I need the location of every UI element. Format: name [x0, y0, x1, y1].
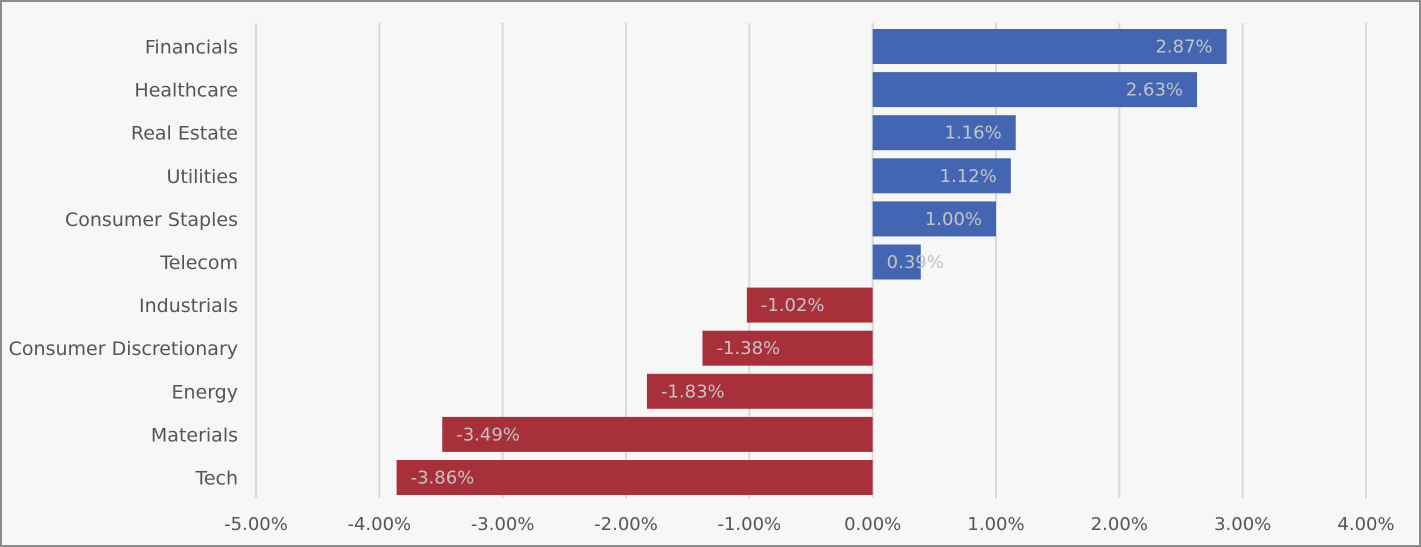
category-labels: Financials Healthcare Real Estate Utilities… [9, 37, 238, 490]
bar-positive [872, 72, 1198, 108]
bar-positive [872, 158, 1011, 194]
bar-negative [646, 373, 873, 409]
x-tick-label: -4.00% [347, 514, 411, 535]
category-label: Consumer Discretionary [9, 338, 238, 360]
x-tick-label: 2.00% [1091, 514, 1148, 535]
x-tick-label: -2.00% [594, 514, 658, 535]
data-label: -3.49% [456, 424, 520, 445]
category-label: Healthcare [134, 80, 238, 102]
bar-negative [396, 460, 873, 495]
category-label: Consumer Staples [65, 209, 238, 231]
x-axis-tick-labels: -5.00% -4.00% -3.00% -2.00% -1.00% 0.00% 1.00%… [224, 514, 1394, 535]
data-labels: 2.87% 2.63% 1.16% 1.12% 1.00% 0.39% -1.02% -1.3… [411, 37, 1213, 489]
data-label: 1.16% [945, 123, 1002, 144]
category-label: Industrials [139, 295, 238, 317]
bar-negative [746, 287, 873, 323]
bars [396, 29, 1227, 495]
data-label: -1.38% [716, 338, 780, 359]
x-tick-label: 3.00% [1214, 514, 1271, 535]
bar-negative [442, 416, 873, 452]
category-label: Utilities [166, 166, 238, 188]
x-tick-label: -3.00% [471, 514, 535, 535]
data-label: 2.63% [1126, 80, 1183, 101]
x-tick-label: 1.00% [967, 514, 1024, 535]
category-label: Materials [151, 424, 238, 446]
data-label: 1.00% [925, 209, 982, 230]
bar-positive [872, 29, 1227, 64]
data-label: 0.39% [887, 252, 944, 273]
x-tick-label: -5.00% [224, 514, 288, 535]
bar-positive [872, 244, 921, 280]
category-label: Telecom [159, 252, 238, 274]
category-label: Real Estate [131, 123, 238, 145]
category-label: Financials [145, 37, 238, 59]
category-label: Tech [194, 468, 238, 490]
data-label: -3.86% [411, 468, 475, 489]
bar-positive [872, 201, 996, 237]
data-label: -1.83% [661, 381, 725, 402]
x-tick-label: -1.00% [717, 514, 781, 535]
bar-negative [702, 330, 873, 366]
category-label: Energy [171, 381, 238, 403]
x-tick-label: 0.00% [844, 514, 901, 535]
data-label: 1.12% [940, 166, 997, 187]
data-label: 2.87% [1155, 37, 1212, 58]
data-label: -1.02% [761, 295, 825, 316]
x-tick-label: 4.00% [1337, 514, 1394, 535]
bar-positive [872, 115, 1016, 151]
